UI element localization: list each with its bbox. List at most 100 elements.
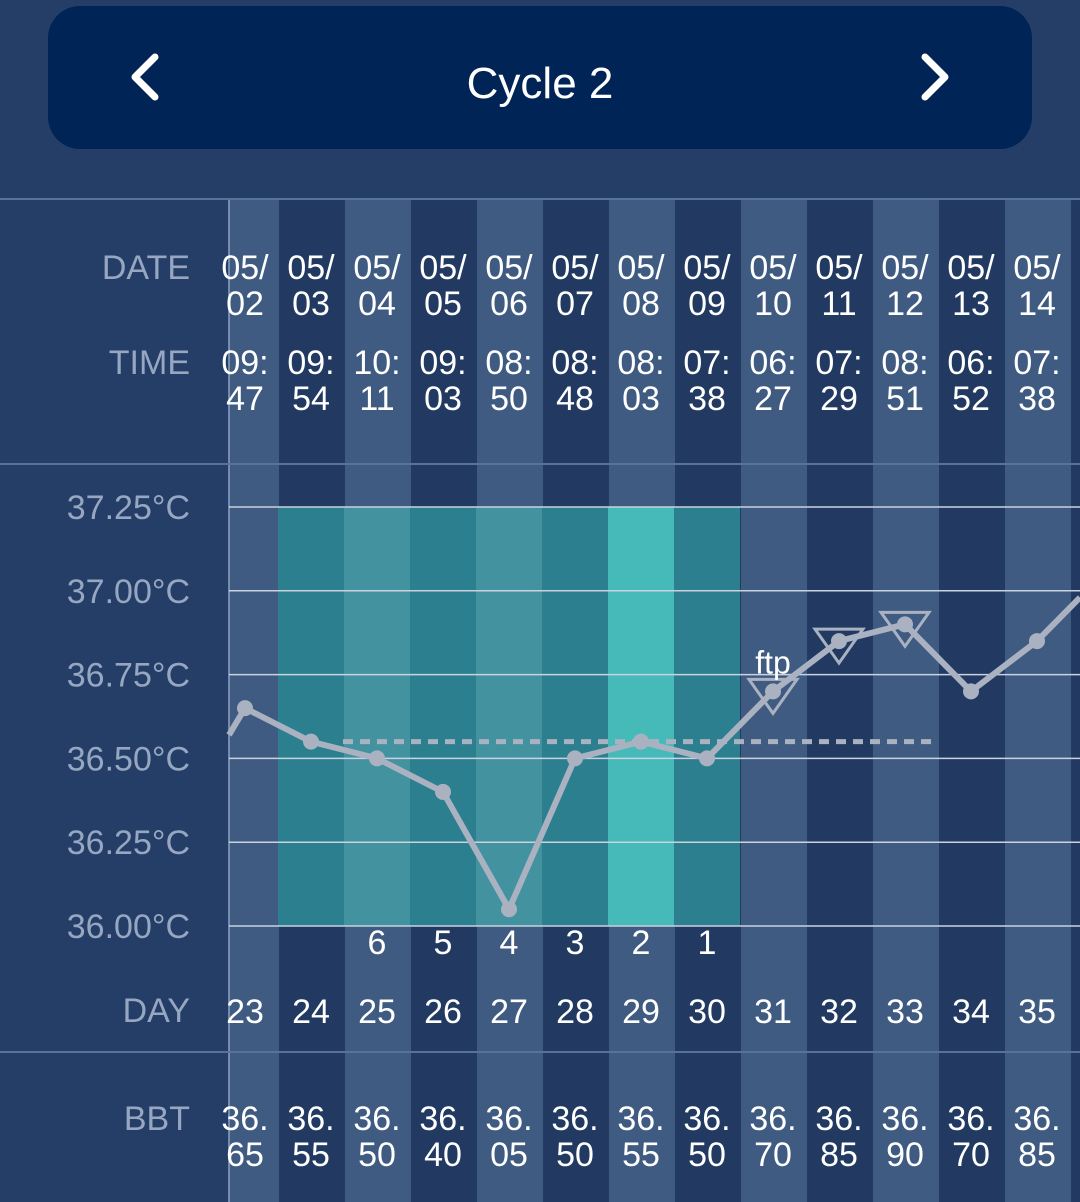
bbt-cell: 50 [358,1136,396,1174]
day-cell: 23 [226,993,264,1031]
day-cell: 35 [1018,993,1056,1031]
column-stripe [873,199,939,1202]
bbt-point-30 [699,750,715,767]
time-cell: 47 [226,380,264,418]
fertile-band-28 [542,507,608,926]
bbt-cell: 36. [485,1100,532,1138]
time-cell: 38 [1018,380,1056,418]
temperature-marker [812,627,866,666]
bbt-cell: 55 [292,1136,330,1174]
bbt-cell: 70 [952,1136,990,1174]
bbt-point-28 [567,750,583,767]
y-tick-label: 36.75°C [67,657,190,695]
date-cell: 05/ [221,249,269,287]
date-cell: 05/ [617,249,665,287]
fertile-count-label: 4 [500,924,519,962]
date-row-label: DATE [102,249,190,287]
column-stripe [1071,199,1080,1202]
fertile-count-label: 5 [434,924,453,962]
time-cell: 50 [490,380,528,418]
bbt-point-31 [765,683,781,700]
bbt-point-25 [369,750,385,767]
day-cell: 33 [886,993,924,1031]
day-cell: 27 [490,993,528,1031]
bbt-cell: 40 [424,1136,462,1174]
date-cell: 05/ [419,249,467,287]
bbt-cell: 36. [881,1100,928,1138]
time-cell: 11 [359,380,394,418]
date-cell: 05 [424,285,462,323]
y-tick-label: 37.00°C [67,573,190,611]
time-cell: 08: [617,344,664,382]
time-cell: 08: [485,344,532,382]
bbt-cell: 36. [419,1100,466,1138]
date-cell: 08 [622,285,660,323]
fertile-count-label: 2 [632,924,651,962]
bbt-cell: 50 [556,1136,594,1174]
next-cycle-button[interactable] [900,42,970,112]
time-cell: 38 [688,380,726,418]
time-cell: 09: [287,344,334,382]
bbt-cell: 36. [353,1100,400,1138]
bbt-cell: 36. [617,1100,664,1138]
bbt-point-24 [303,733,319,750]
bbt-cell: 65 [226,1136,264,1174]
day-cell: 29 [622,993,660,1031]
fertile-band-25 [344,507,410,926]
date-cell: 03 [292,285,330,323]
bbt-cell: 36. [749,1100,796,1138]
day-cell: 34 [952,993,990,1031]
y-tick-label: 36.25°C [67,824,190,862]
time-cell: 54 [292,380,330,418]
fertile-count-label: 3 [566,924,585,962]
date-cell: 05/ [881,249,929,287]
cycle-header: Cycle 2 [48,6,1032,149]
prev-cycle-button[interactable] [110,42,180,112]
day-row-label: DAY [123,992,190,1030]
day-cell: 26 [424,993,462,1031]
bbt-cell: 85 [820,1136,858,1174]
date-cell: 05/ [947,249,995,287]
date-cell: 14 [1018,285,1056,323]
bbt-cell: 70 [754,1136,792,1174]
chevron-right-icon [921,53,949,101]
date-cell: 05/ [815,249,863,287]
column-stripe [939,199,1005,1202]
time-cell: 52 [952,380,990,418]
temperature-marker [746,677,800,716]
time-cell: 48 [556,380,594,418]
bbt-cell: 36. [287,1100,334,1138]
day-cell: 25 [358,993,396,1031]
date-cell: 13 [952,285,990,323]
column-stripe [807,199,873,1202]
y-tick-label: 36.00°C [67,908,190,946]
day-cell: 28 [556,993,594,1031]
time-cell: 51 [886,380,924,418]
date-cell: 12 [886,285,924,323]
date-cell: 05/ [287,249,335,287]
fertile-band-29 [608,507,674,926]
ftp-annotation: ftp [755,644,791,680]
bbt-cell: 36. [551,1100,598,1138]
bbt-cell: 36. [683,1100,730,1138]
date-cell: 05/ [485,249,533,287]
bbt-cell: 36. [1013,1100,1060,1138]
chevron-left-icon [131,53,159,101]
date-cell: 05/ [1013,249,1061,287]
bbt-point-26 [435,783,451,800]
y-tick-label: 37.25°C [67,489,190,527]
column-stripe [741,199,807,1202]
bbt-point-29 [633,733,649,750]
bbt-point-23 [237,700,253,717]
bbt-point-32 [831,633,847,650]
date-cell: 05/ [551,249,599,287]
time-cell: 03 [424,380,462,418]
time-cell: 29 [820,380,858,418]
time-cell: 07: [683,344,730,382]
bbt-cell: 36. [815,1100,862,1138]
time-cell: 03 [622,380,660,418]
date-cell: 02 [226,285,264,323]
fertile-count-label: 1 [698,924,717,962]
date-cell: 06 [490,285,528,323]
